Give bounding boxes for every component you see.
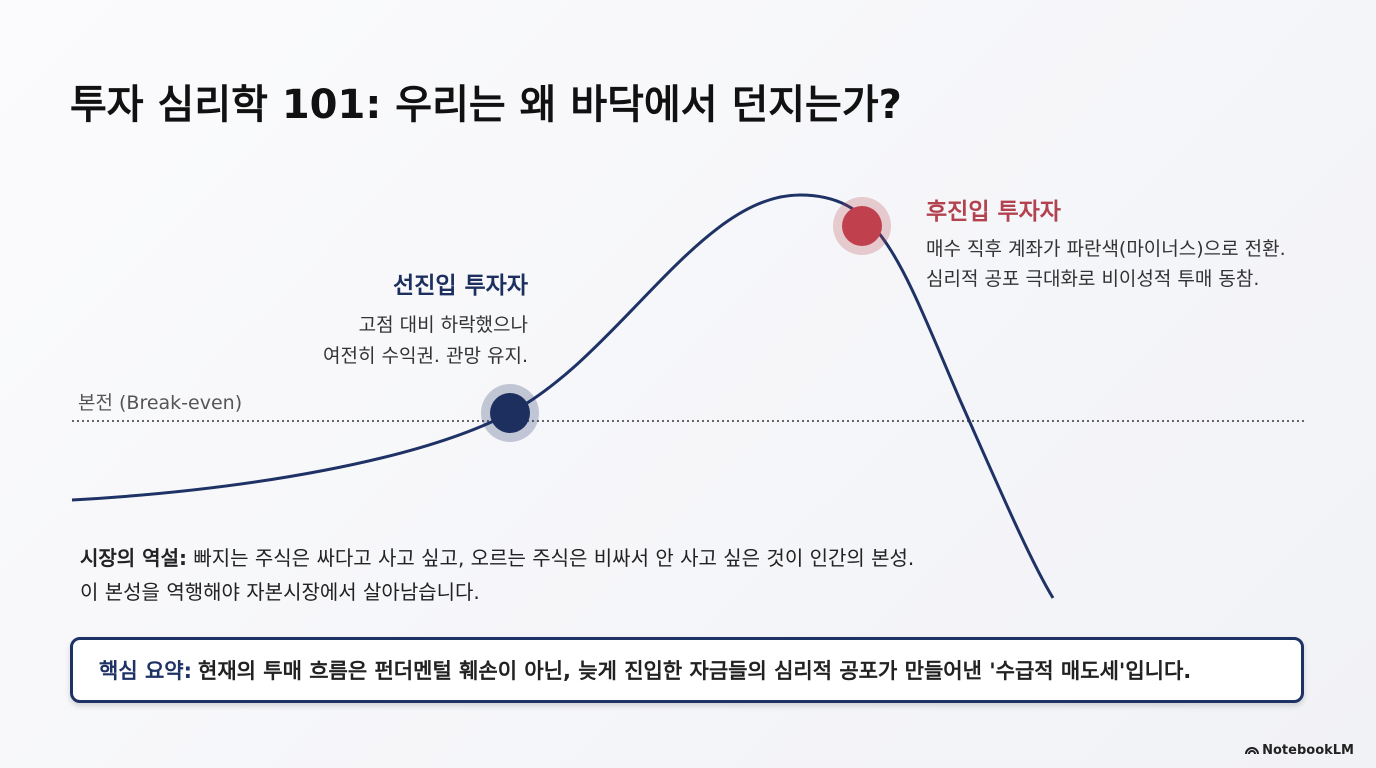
- early-point: [490, 393, 530, 433]
- early-title: 선진입 투자자: [393, 273, 528, 299]
- early-line: 고점 대비 하락했으나: [358, 314, 528, 336]
- summary-label: 핵심 요약:: [99, 659, 192, 683]
- price-curve: [71, 193, 1055, 599]
- brand-icon: [1245, 747, 1260, 755]
- paradox-line: 시장의 역설: 빠지는 주식은 싸다고 사고 싶고, 오르는 주식은 비싸서 안…: [80, 542, 914, 571]
- late-point: [842, 206, 882, 246]
- summary-text: 현재의 투매 흐름은 펀더멘털 훼손이 아닌, 늦게 진입한 자금들의 심리적 …: [198, 659, 1192, 683]
- early-line: 여전히 수익권. 관망 유지.: [323, 345, 528, 367]
- paradox-label: 시장의 역설:: [80, 546, 187, 570]
- late-line: 심리적 공포 극대화로 비이성적 투매 동참.: [926, 268, 1260, 290]
- brand: NotebookLM: [1245, 743, 1354, 758]
- paradox-text: 빠지는 주식은 싸다고 사고 싶고, 오르는 주식은 비싸서 안 사고 싶은 것…: [193, 546, 915, 570]
- title: 투자 심리학 101: 우리는 왜 바닥에서 던지는가?: [70, 82, 902, 128]
- paradox-line: 이 본성을 역행해야 자본시장에서 살아남습니다.: [80, 580, 480, 604]
- breakeven-label: 본전 (Break-even): [78, 392, 243, 414]
- summary-box: 핵심 요약: 현재의 투매 흐름은 펀더멘털 훼손이 아닌, 늦게 진입한 자금들…: [70, 637, 1304, 703]
- late-line: 매수 직후 계좌가 파란색(마이너스)으로 전환.: [926, 238, 1286, 260]
- brand-text: NotebookLM: [1262, 743, 1354, 758]
- late-title: 후진입 투자자: [926, 199, 1061, 225]
